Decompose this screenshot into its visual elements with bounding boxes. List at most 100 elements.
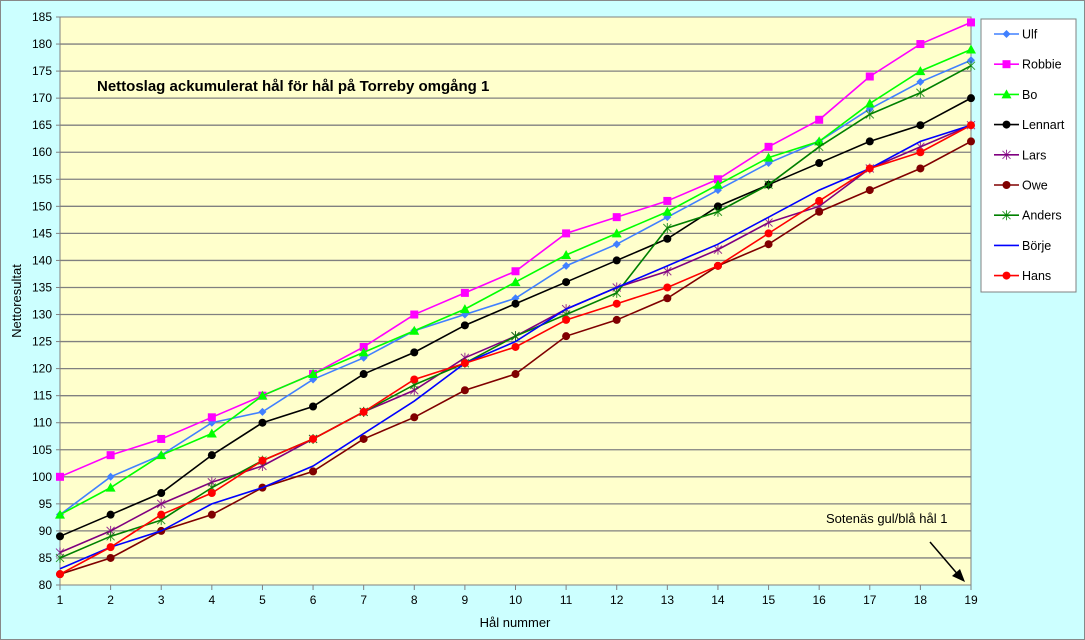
data-point: [206, 428, 217, 438]
legend: Ulf Robbie Bo Lennart Lars Owe Anders Börje Hans: [980, 18, 1077, 293]
data-point: [967, 137, 975, 146]
legend-item: Lars: [994, 148, 1046, 162]
legend-item: Bo: [994, 88, 1037, 102]
y-tick-label: 90: [39, 524, 53, 538]
data-point: [308, 369, 319, 379]
series-börje: [59, 124, 972, 570]
legend-label: Börje: [1022, 239, 1051, 253]
series-bo: [55, 44, 976, 519]
data-point: [865, 72, 874, 81]
data-point: [105, 482, 116, 492]
y-tick-label: 125: [32, 335, 52, 349]
data-point: [764, 142, 773, 151]
data-point: [106, 472, 115, 481]
legend-item: Robbie: [994, 58, 1062, 72]
x-tick-label: 5: [259, 593, 266, 607]
x-tick-label: 3: [158, 593, 165, 607]
data-point: [562, 261, 571, 270]
data-point: [207, 510, 216, 519]
data-point: [763, 152, 774, 162]
data-point: [562, 229, 571, 238]
data-point: [460, 359, 469, 368]
data-point: [1002, 30, 1011, 38]
data-point: [612, 240, 621, 249]
data-point: [764, 179, 773, 190]
data-point: [359, 434, 368, 443]
legend-item: Ulf: [994, 28, 1038, 42]
data-point: [207, 489, 216, 498]
data-point: [967, 121, 975, 130]
data-point: [1001, 89, 1012, 99]
data-point: [865, 109, 875, 120]
data-point: [662, 206, 673, 216]
y-tick-label: 150: [32, 199, 52, 213]
data-point: [359, 370, 368, 379]
y-tick-label: 100: [32, 470, 52, 484]
chart-title: Nettoslag ackumulerat hål för hål på Tor…: [97, 78, 489, 95]
y-tick-label: 95: [39, 497, 53, 511]
data-point: [511, 299, 520, 308]
data-point: [916, 87, 925, 98]
y-tick-label: 140: [32, 253, 52, 267]
data-point: [562, 332, 571, 341]
data-point: [561, 250, 572, 260]
data-point: [612, 299, 621, 308]
data-point: [1002, 149, 1011, 160]
data-point: [1002, 60, 1011, 69]
data-point: [865, 164, 874, 173]
data-point: [612, 256, 621, 265]
data-point: [56, 532, 64, 541]
data-point: [106, 510, 115, 519]
data-point: [358, 347, 369, 357]
y-tick-label: 155: [32, 172, 52, 186]
x-tick-label: 18: [914, 593, 928, 607]
data-point: [460, 321, 469, 330]
series-robbie: [56, 18, 975, 481]
y-tick-label: 170: [32, 91, 52, 105]
data-point: [156, 450, 167, 460]
x-tick-label: 6: [310, 593, 317, 607]
data-point: [157, 489, 166, 498]
x-tick-label: 11: [560, 593, 573, 607]
data-point: [511, 267, 520, 276]
x-tick-label: 17: [863, 593, 877, 607]
y-tick-label: 185: [32, 10, 52, 24]
data-point: [459, 304, 470, 314]
data-point: [56, 472, 64, 481]
data-point: [157, 510, 166, 519]
series-owe: [56, 137, 975, 579]
data-point: [915, 66, 926, 76]
data-point: [359, 407, 368, 416]
data-point: [713, 261, 722, 270]
data-point: [662, 222, 672, 233]
y-tick-label: 80: [39, 578, 53, 592]
data-point: [106, 531, 115, 542]
data-point: [460, 386, 469, 395]
data-point: [511, 342, 520, 351]
legend-label: Ulf: [1022, 28, 1038, 42]
data-point: [460, 288, 469, 297]
y-tick-label: 165: [32, 118, 52, 132]
data-point: [916, 77, 925, 86]
series-line: [59, 124, 972, 570]
data-point: [916, 40, 925, 49]
data-point: [562, 315, 571, 324]
y-tick-label: 160: [32, 145, 52, 159]
y-tick-label: 85: [39, 551, 53, 565]
annotation-text: Sotenäs gul/blå hål 1: [826, 511, 947, 526]
legend-label: Bo: [1022, 88, 1037, 102]
data-point: [510, 277, 521, 287]
x-tick-label: 1: [57, 593, 64, 607]
data-point: [713, 202, 722, 211]
data-point: [967, 18, 975, 27]
data-point: [815, 115, 824, 124]
data-point: [764, 229, 773, 238]
data-point: [663, 294, 672, 303]
y-tick-label: 175: [32, 64, 52, 78]
data-point: [410, 310, 419, 319]
data-point: [815, 196, 824, 205]
data-point: [612, 315, 621, 324]
data-point: [157, 434, 166, 443]
series-lennart: [56, 94, 975, 541]
